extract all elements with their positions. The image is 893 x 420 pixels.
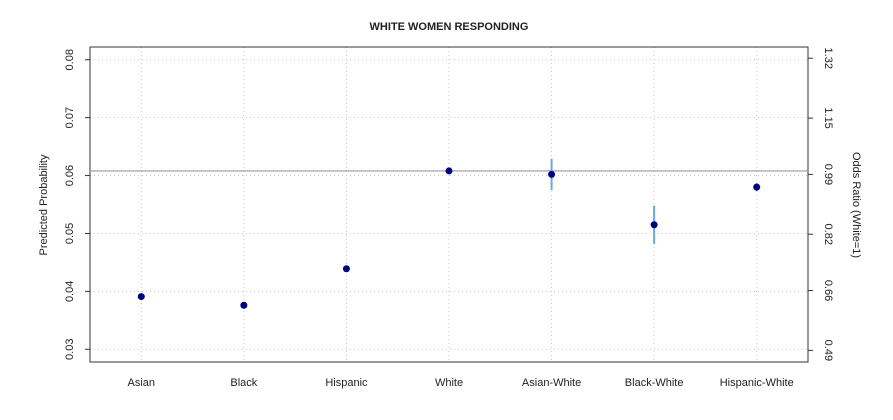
chart-title: WHITE WOMEN RESPONDING bbox=[370, 21, 529, 33]
x-tick-label: Asian-White bbox=[522, 377, 581, 389]
point bbox=[240, 301, 248, 309]
y2-tick-label: 0.82 bbox=[822, 224, 834, 245]
y2-tick-label: 0.49 bbox=[822, 340, 834, 361]
y-tick-label: 0.07 bbox=[64, 107, 76, 128]
y2-tick-label: 0.99 bbox=[822, 164, 834, 185]
point bbox=[753, 183, 761, 191]
point bbox=[548, 170, 556, 178]
point bbox=[445, 167, 453, 175]
point bbox=[342, 265, 350, 273]
x-tick-label: Hispanic-White bbox=[720, 377, 794, 389]
y2-tick-label: 1.15 bbox=[822, 107, 834, 128]
plot-frame bbox=[89, 46, 809, 363]
y-axis-label: Predicted Probability bbox=[38, 154, 50, 255]
x-tick-label: White bbox=[435, 377, 463, 389]
y-tick-label: 0.03 bbox=[64, 339, 76, 360]
x-tick-label: Black bbox=[230, 377, 257, 389]
y-tick-label: 0.08 bbox=[64, 49, 76, 70]
y-tick-label: 0.05 bbox=[64, 223, 76, 244]
point bbox=[650, 221, 658, 229]
y-tick-label: 0.06 bbox=[64, 165, 76, 186]
y-tick-label: 0.04 bbox=[64, 281, 76, 302]
y2-axis-label: Odds Ratio (White=1) bbox=[850, 152, 862, 258]
y2-tick-label: 1.32 bbox=[822, 48, 834, 69]
x-tick-label: Asian bbox=[128, 377, 156, 389]
y2-tick-label: 0.66 bbox=[822, 280, 834, 301]
x-tick-label: Hispanic bbox=[325, 377, 368, 389]
point bbox=[137, 293, 145, 301]
x-tick-label: Black-White bbox=[625, 377, 684, 389]
